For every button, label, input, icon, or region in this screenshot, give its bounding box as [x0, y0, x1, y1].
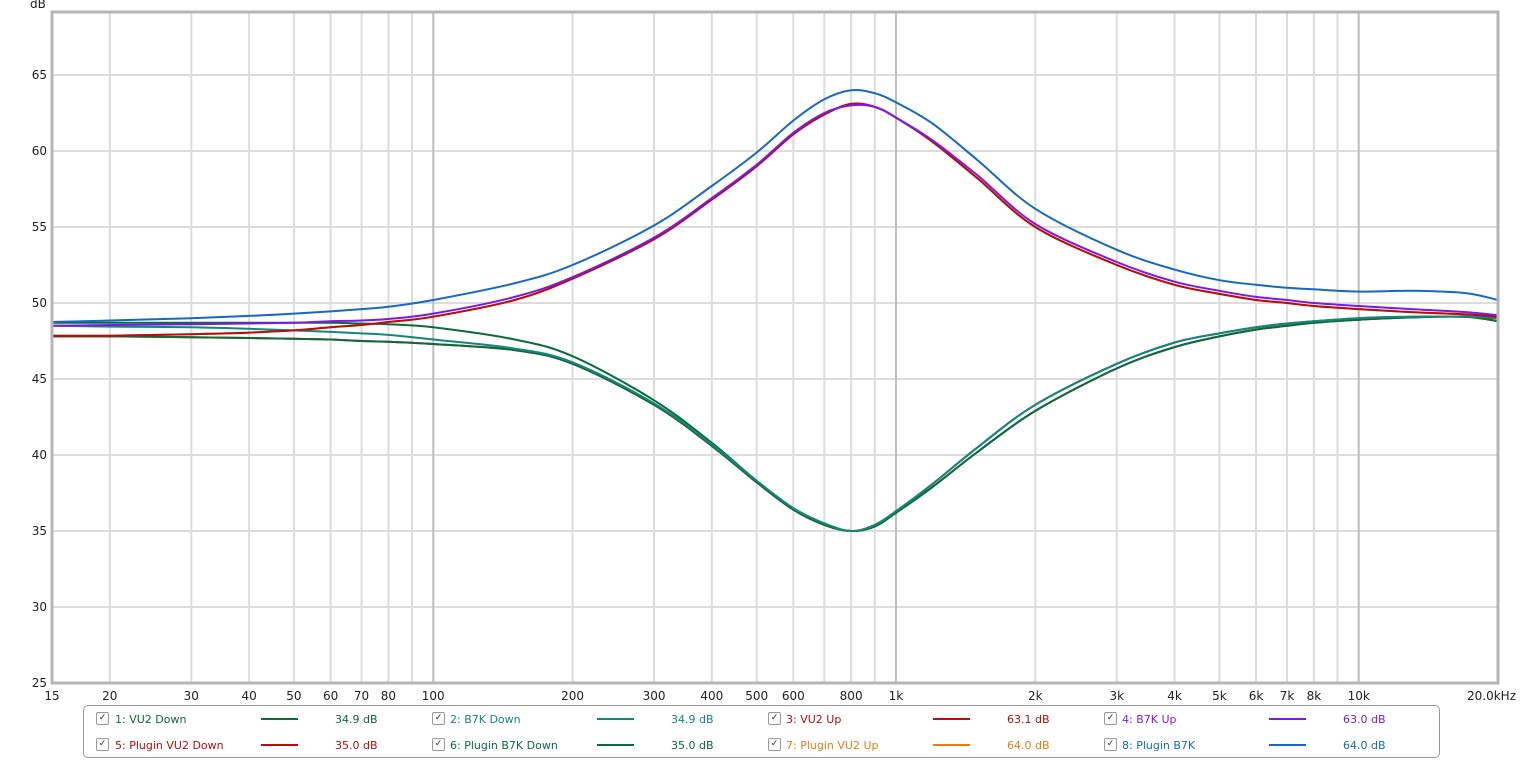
legend-value-4: 63.0 dB	[1343, 712, 1386, 726]
x-tick-label: 200	[561, 689, 584, 703]
x-tick-label: 2k	[1028, 689, 1043, 703]
x-tick-label: 7k	[1280, 689, 1295, 703]
legend-line-1	[261, 718, 298, 720]
legend-line-4	[1269, 718, 1306, 720]
legend-line-5	[261, 744, 298, 746]
legend-label-4: 4: B7K Up	[1122, 712, 1177, 726]
legend-label-8: 8: Plugin B7K	[1122, 738, 1196, 752]
x-tick-label: 300	[643, 689, 666, 703]
checkbox-4[interactable]: ✓	[1104, 712, 1117, 725]
legend-line-8	[1269, 744, 1306, 746]
checkbox-2[interactable]: ✓	[432, 712, 445, 725]
legend-value-3: 63.1 dB	[1007, 712, 1050, 726]
legend-value-7: 64.0 dB	[1007, 738, 1050, 752]
y-tick-label: 25	[32, 676, 47, 690]
grid-lines	[52, 12, 1498, 683]
x-tick-label: 30	[184, 689, 199, 703]
x-tick-label: 500	[745, 689, 768, 703]
y-axis-unit-label: dB	[30, 0, 46, 11]
checkbox-8[interactable]: ✓	[1104, 738, 1117, 751]
y-tick-label: 45	[32, 372, 47, 386]
plot-frame	[50, 10, 1500, 685]
x-tick-label: 20.0kHz	[1467, 689, 1516, 703]
legend-label-2: 2: B7K Down	[450, 712, 521, 726]
curve-6	[52, 315, 1499, 533]
legend-value-1: 34.9 dB	[335, 712, 378, 726]
legend-value-5: 35.0 dB	[335, 738, 378, 752]
legend-line-2	[597, 718, 634, 720]
x-tick-label: 6k	[1249, 689, 1264, 703]
curve-5	[51, 315, 1499, 533]
curve-1	[51, 315, 1499, 533]
y-tick-label: 40	[32, 448, 47, 462]
checkbox-7[interactable]: ✓	[768, 738, 781, 751]
legend-value-8: 64.0 dB	[1343, 738, 1386, 752]
curve-8	[51, 88, 1499, 323]
x-tick-label: 50	[286, 689, 301, 703]
x-tick-label: 15	[44, 689, 59, 703]
y-tick-label: 30	[32, 600, 47, 614]
x-tick-label: 40	[241, 689, 256, 703]
curve-2	[51, 315, 1499, 533]
x-tick-label: 8k	[1307, 689, 1322, 703]
curve-3	[51, 102, 1499, 337]
checkbox-1[interactable]: ✓	[96, 712, 109, 725]
x-tick-label: 4k	[1167, 689, 1182, 703]
x-tick-label: 20	[102, 689, 117, 703]
x-tick-label: 1k	[889, 689, 904, 703]
legend-label-5: 5: Plugin VU2 Down	[115, 738, 224, 752]
y-tick-label: 35	[32, 524, 47, 538]
x-tick-label: 60	[323, 689, 338, 703]
legend-line-6	[597, 744, 634, 746]
curve-4	[51, 103, 1499, 327]
x-tick-label: 100	[422, 689, 445, 703]
legend-line-7	[933, 744, 970, 746]
checkbox-5[interactable]: ✓	[96, 738, 109, 751]
x-tick-label: 80	[381, 689, 396, 703]
checkbox-6[interactable]: ✓	[432, 738, 445, 751]
y-axis-ticks: 25 30 35 40 45 50 55 60 65	[32, 68, 47, 690]
x-tick-label: 600	[782, 689, 805, 703]
legend-label-1: 1: VU2 Down	[115, 712, 187, 726]
legend: ✓ 1: VU2 Down 34.9 dB ✓ 2: B7K Down 34.9…	[83, 705, 1440, 758]
x-axis-ticks: 15 20 30 40 50 60 70 80 100 200 300 400 500 600 800 1k 2…	[44, 689, 1516, 703]
legend-label-3: 3: VU2 Up	[786, 712, 842, 726]
y-tick-label: 60	[32, 144, 47, 158]
x-tick-label: 5k	[1212, 689, 1227, 703]
legend-value-6: 35.0 dB	[671, 738, 714, 752]
y-tick-label: 50	[32, 296, 47, 310]
checkbox-3[interactable]: ✓	[768, 712, 781, 725]
legend-value-2: 34.9 dB	[671, 712, 714, 726]
curve-7	[51, 102, 1499, 337]
x-tick-label: 70	[354, 689, 369, 703]
legend-label-7: 7: Plugin VU2 Up	[786, 738, 879, 752]
legend-label-6: 6: Plugin B7K Down	[450, 738, 558, 752]
y-tick-label: 65	[32, 68, 47, 82]
y-tick-label: 55	[32, 220, 47, 234]
x-tick-label: 10k	[1348, 689, 1370, 703]
x-tick-label: 3k	[1109, 689, 1124, 703]
x-tick-label: 800	[840, 689, 863, 703]
x-tick-label: 400	[700, 689, 723, 703]
legend-line-3	[933, 718, 970, 720]
curves	[51, 88, 1499, 533]
frequency-response-chart: dB 25 30 35 40 45 50 55 60 65 15 20 30 40 50 60 70 80 10…	[30, 0, 1516, 703]
